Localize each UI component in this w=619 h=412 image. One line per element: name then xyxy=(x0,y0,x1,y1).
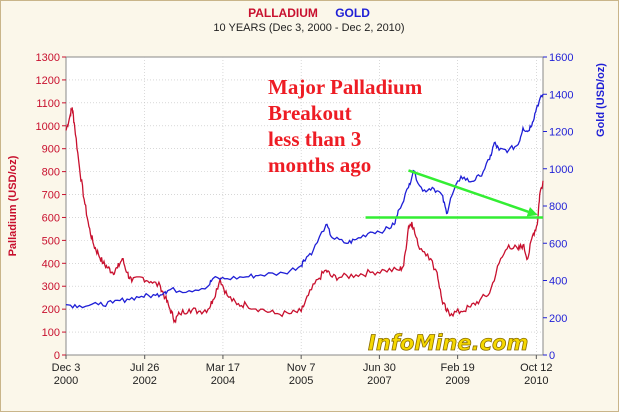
y-right-tick-label: 400 xyxy=(549,276,567,288)
y-right-tick-label: 1600 xyxy=(549,52,573,64)
y-right-tick-label: 1000 xyxy=(549,164,573,176)
x-tick-label-date: Oct 12 xyxy=(520,362,552,374)
callout-line-1: Major Palladium xyxy=(268,75,423,99)
y-left-axis-label: Palladium (USD/oz) xyxy=(7,155,19,256)
callout-line-4: months ago xyxy=(268,153,371,177)
y-left-tick-label: 1300 xyxy=(36,52,60,64)
x-tick-label-year: 2007 xyxy=(367,375,391,387)
y-right-axis-label: Gold (USD/oz) xyxy=(595,63,607,137)
y-left-tick-label: 200 xyxy=(42,304,60,316)
y-left-tick-label: 1200 xyxy=(36,75,60,87)
callout-line-3: less than 3 xyxy=(268,127,361,151)
title-palladium: PALLADIUM xyxy=(248,6,318,20)
x-tick-label-year: 2004 xyxy=(211,375,235,387)
series-line-gold xyxy=(65,94,544,309)
y-right-tick-label: 200 xyxy=(549,313,567,325)
x-tick-label-year: 2000 xyxy=(54,375,78,387)
y-left-tick-label: 400 xyxy=(42,258,60,270)
y-left-tick-label: 0 xyxy=(54,350,60,362)
x-tick-label-year: 2005 xyxy=(289,375,313,387)
infomine-watermark: InfoMine.com xyxy=(368,331,528,355)
y-left-tick-label: 700 xyxy=(42,190,60,202)
y-left-tick-label: 600 xyxy=(42,212,60,224)
y-left-tick-label: 100 xyxy=(42,327,60,339)
x-tick-label-date: Jun 30 xyxy=(363,362,396,374)
y-left-tick-label: 800 xyxy=(42,167,60,179)
y-right-tick-label: 800 xyxy=(549,201,567,213)
y-right-tick-label: 1200 xyxy=(549,127,573,139)
trend-arrow xyxy=(408,169,538,217)
x-tick-label-date: Feb 19 xyxy=(440,362,474,374)
y-right-tick-label: 600 xyxy=(549,238,567,250)
y-left-tick-label: 300 xyxy=(42,281,60,293)
y-left-tick-label: 1100 xyxy=(36,98,60,110)
y-right-tick-labels: 0 200 400 600 800 1000 1200 1400 1600 xyxy=(543,52,573,362)
callout-line-2: Breakout xyxy=(268,101,352,125)
chart-subtitle: 10 YEARS (Dec 3, 2000 - Dec 2, 2010) xyxy=(213,22,404,34)
x-tick-label-year: 2009 xyxy=(445,375,469,387)
y-left-tick-label: 500 xyxy=(42,235,60,247)
title-gold: GOLD xyxy=(335,6,370,20)
series-line-palladium xyxy=(65,107,544,324)
chart-title: PALLADIUM GOLD xyxy=(248,6,370,20)
x-tick-label-date: Dec 3 xyxy=(52,362,81,374)
x-tick-label-date: Nov 7 xyxy=(287,362,316,374)
x-tick-label-year: 2002 xyxy=(132,375,156,387)
y-left-tick-label: 1000 xyxy=(36,121,60,133)
callout-text: Major Palladium Breakout less than 3 mon… xyxy=(268,75,427,177)
x-tick-label-year: 2010 xyxy=(524,375,548,387)
y-right-tick-label: 1400 xyxy=(549,89,573,101)
y-right-tick-label: 0 xyxy=(549,350,555,362)
y-left-tick-labels: 0 100 200 300 400 500 600 700 800 900 1000 1100 1200… xyxy=(36,52,66,362)
x-tick-label-date: Jul 26 xyxy=(130,362,159,374)
y-left-tick-label: 900 xyxy=(42,144,60,156)
x-tick-label-date: Mar 17 xyxy=(206,362,240,374)
